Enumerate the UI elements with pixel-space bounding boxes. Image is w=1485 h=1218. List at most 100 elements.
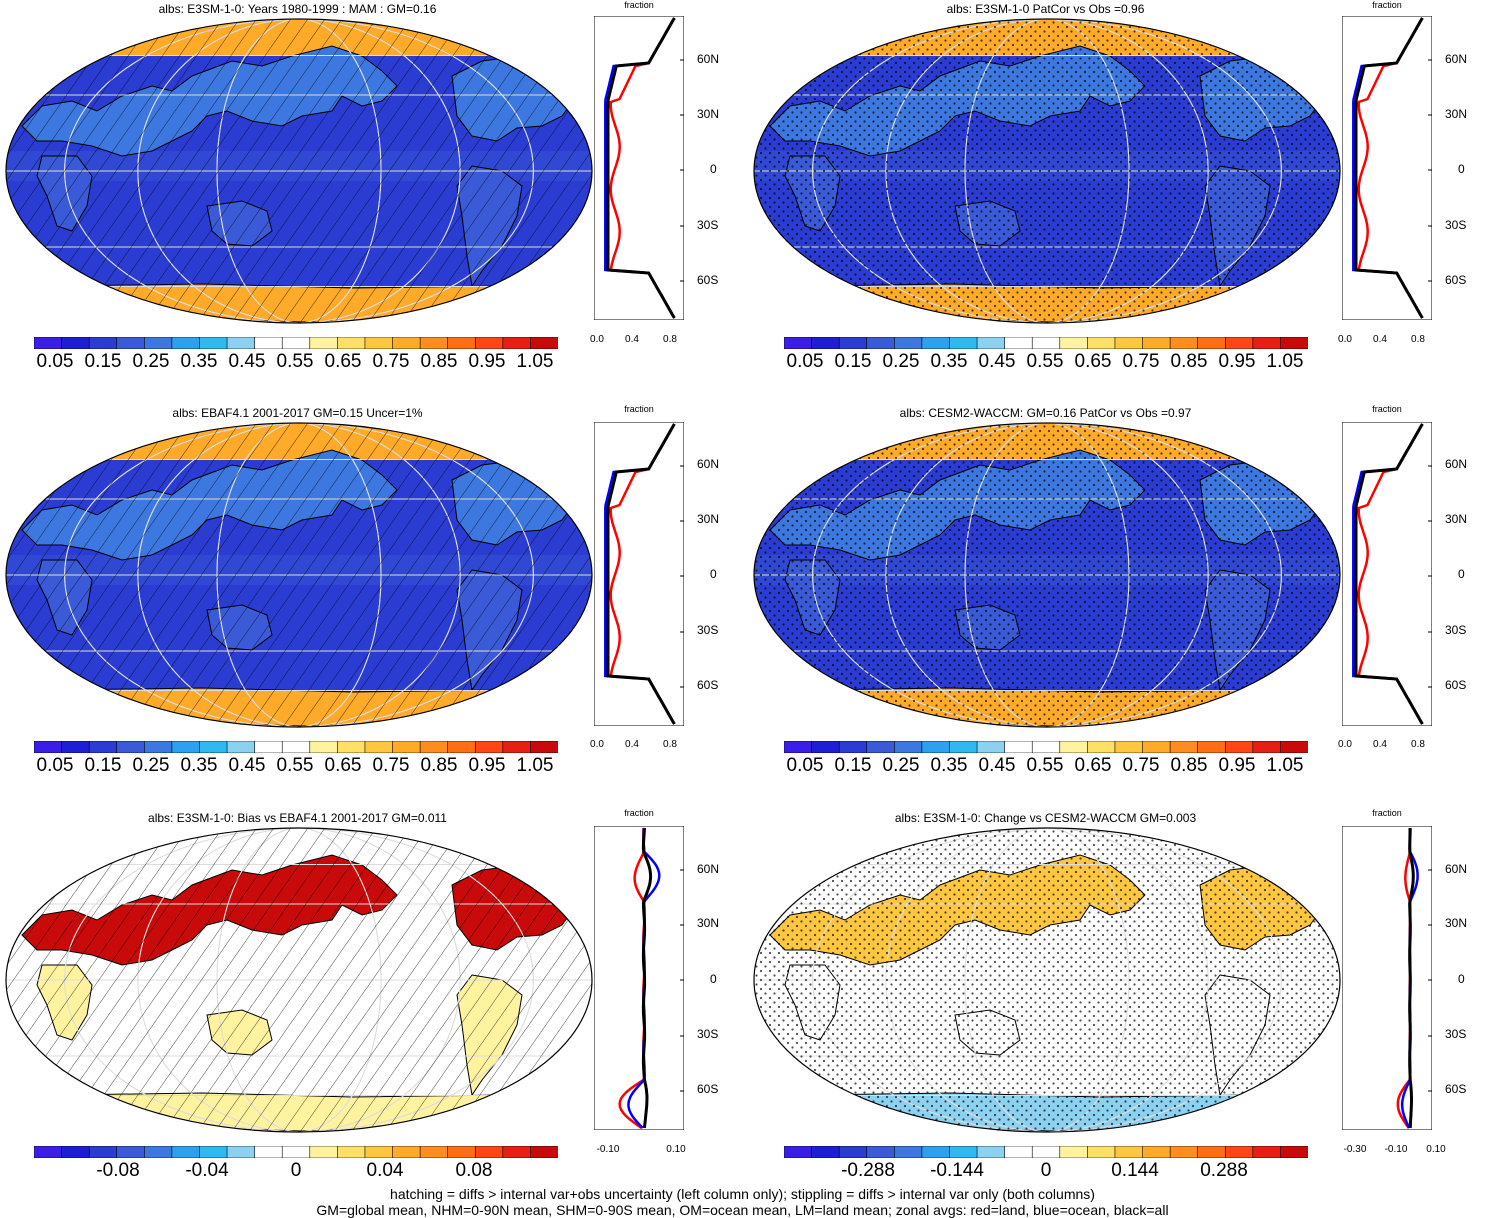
map-panel-5: [5, 827, 593, 1133]
colorbar-label: 0.05: [36, 755, 74, 776]
colorbar-swatch: [1142, 337, 1171, 349]
colorbar-label: 1.05: [516, 755, 554, 776]
colorbar-swatch: [199, 1146, 228, 1158]
hatching-overlay: [6, 828, 592, 1132]
colorbar-swatch: [1087, 337, 1116, 349]
colorbar-swatch: [1280, 1146, 1308, 1158]
lat-label-30n: 30N: [697, 107, 720, 121]
zonal-x-tick: 0.8: [1411, 739, 1425, 750]
colorbar-swatch: [530, 337, 558, 349]
colorbar-swatch: [171, 337, 201, 349]
colorbar-swatch: [1087, 741, 1116, 753]
lat-label-30n: 30N: [697, 916, 720, 930]
zonal-x-tick: 0.10: [666, 1144, 686, 1155]
colorbar-swatch: [976, 337, 1006, 349]
colorbar-label: 0.55: [1026, 351, 1064, 372]
colorbar-swatch: [811, 337, 840, 349]
colorbar-label: 0.75: [372, 351, 410, 372]
colorbar-swatch: [447, 741, 477, 753]
colorbar-swatch: [474, 1146, 504, 1158]
colorbar-swatch: [838, 741, 868, 753]
colorbar-swatch: [309, 1146, 339, 1158]
colorbar-label: 1.05: [1266, 755, 1304, 776]
lat-label-60s: 60S: [697, 678, 719, 692]
colorbar-swatch: [419, 1146, 449, 1158]
lat-label-60n: 60N: [697, 862, 720, 876]
lat-label-0: 0: [1458, 162, 1465, 176]
colorbar-swatch: [61, 741, 90, 753]
colorbar-label: 0.45: [978, 755, 1016, 776]
colorbar-swatch: [419, 741, 449, 753]
colorbar-swatch: [921, 741, 951, 753]
lat-label-0: 0: [710, 972, 717, 986]
colorbar-swatch: [116, 1146, 146, 1158]
zonal-land-line: [1357, 423, 1424, 725]
colorbar-label: 0.15: [834, 755, 872, 776]
colorbar-label: 0.288: [1200, 1160, 1248, 1181]
stippling-overlay: [754, 828, 1340, 1132]
colorbar-label: 0.05: [786, 755, 824, 776]
zonal-x-tick: -0.10: [1384, 1144, 1408, 1155]
colorbar-swatch: [116, 741, 146, 753]
hatching-overlay: [6, 19, 592, 323]
colorbar-label: 0.75: [1122, 351, 1160, 372]
colorbar-swatch: [866, 741, 896, 753]
colorbar-swatch: [1169, 741, 1199, 753]
colorbar-label: 0.95: [1218, 755, 1256, 776]
colorbar-swatch: [894, 741, 923, 753]
colorbar-swatch: [949, 337, 978, 349]
colorbar-label: 0.55: [1026, 755, 1064, 776]
lat-label-60n: 60N: [1445, 862, 1468, 876]
zonal-axis-title: fraction: [1372, 404, 1402, 414]
colorbar-swatch: [337, 1146, 366, 1158]
colorbar-swatch: [281, 337, 311, 349]
colorbar-label: 0.25: [132, 351, 170, 372]
lat-label-0: 0: [1458, 972, 1465, 986]
colorbar-label: 0.04: [366, 1160, 404, 1181]
footnote-abbreviations: GM=global mean, NHM=0-90N mean, SHM=0-90…: [316, 1202, 1169, 1218]
colorbar-swatch: [1114, 741, 1144, 753]
lat-label-30n: 30N: [1445, 107, 1468, 121]
footnote-hatching: hatching = diffs > internal var+obs unce…: [390, 1186, 1095, 1202]
colorbar-swatch: [364, 337, 394, 349]
colorbar-swatch: [1197, 1146, 1227, 1158]
zonal-ocean-line: [604, 423, 676, 725]
colorbar-swatch: [1224, 1146, 1254, 1158]
colorbar-swatch: [1087, 1146, 1116, 1158]
lat-label-60n: 60N: [1445, 52, 1468, 66]
colorbar-label: 0.35: [180, 351, 218, 372]
zonal-all-line: [1354, 17, 1424, 319]
panel-title-3: albs: EBAF4.1 2001-2017 GM=0.15 Uncer=1%: [172, 406, 423, 420]
colorbar-swatch: [1280, 741, 1308, 753]
zonal-x-tick: -0.30: [1343, 1144, 1367, 1155]
colorbar-label: -0.288: [841, 1160, 895, 1181]
map-border: [5, 827, 593, 1133]
colorbar-label: 0.08: [455, 1160, 493, 1181]
colorbar-label: 1.05: [1266, 351, 1304, 372]
colorbar-swatch: [61, 1146, 90, 1158]
colorbar-label: 0.55: [276, 351, 314, 372]
colorbar-swatch: [894, 1146, 923, 1158]
lat-label-0: 0: [1458, 567, 1465, 581]
colorbar-swatch: [337, 741, 366, 753]
colorbar-swatch: [530, 1146, 558, 1158]
colorbar-swatch: [1224, 741, 1254, 753]
colorbar-swatch: [61, 337, 90, 349]
colorbar-swatch: [784, 1146, 813, 1158]
lat-label-60n: 60N: [697, 52, 720, 66]
colorbar-label: 0.35: [930, 755, 968, 776]
lat-label-30n: 30N: [1445, 916, 1468, 930]
colorbar-label: 0.85: [1170, 755, 1208, 776]
panel-title-5: albs: E3SM-1-0: Bias vs EBAF4.1 2001-201…: [148, 811, 447, 825]
colorbar-swatch: [364, 1146, 394, 1158]
map-panel-6: [753, 827, 1341, 1133]
colorbar-swatch: [171, 741, 201, 753]
colorbar-swatch: [88, 741, 118, 753]
colorbar-label: 0.95: [1218, 351, 1256, 372]
zonal-land-line: [609, 423, 676, 725]
zonal-x-tick: 0.4: [625, 334, 639, 345]
lat-label-30s: 30S: [1445, 623, 1467, 637]
colorbar-swatch: [1031, 1146, 1061, 1158]
colorbar-swatch: [199, 337, 228, 349]
colorbar-swatch: [199, 741, 228, 753]
